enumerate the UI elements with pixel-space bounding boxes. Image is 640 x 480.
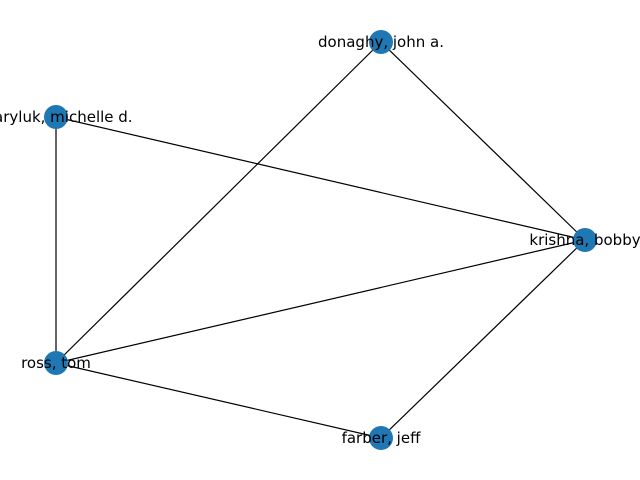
- edge-ross-farber: [55, 362, 382, 439]
- labels-layer: donaghy, john a. maryluk, michelle d. kris…: [0, 33, 640, 447]
- node-farber: [369, 426, 393, 450]
- nodes-layer: [44, 30, 597, 450]
- edge-maryluk-krishna: [55, 116, 586, 241]
- node-ross: [44, 351, 68, 375]
- edge-ross-krishna: [55, 239, 586, 364]
- node-label-ross: ross, tom: [21, 354, 91, 372]
- node-label-maryluk: maryluk, michelle d.: [0, 108, 133, 126]
- edge-farber-krishna: [380, 239, 586, 439]
- edges-layer: [55, 41, 586, 439]
- node-donaghy: [369, 30, 393, 54]
- node-label-donaghy: donaghy, john a.: [318, 33, 444, 51]
- node-label-krishna: krishna, bobby: [529, 231, 640, 249]
- edge-donaghy-ross: [55, 41, 382, 364]
- node-maryluk: [44, 105, 68, 129]
- node-label-farber: farber, jeff: [342, 429, 421, 447]
- node-krishna: [573, 228, 597, 252]
- edge-donaghy-krishna: [380, 41, 586, 241]
